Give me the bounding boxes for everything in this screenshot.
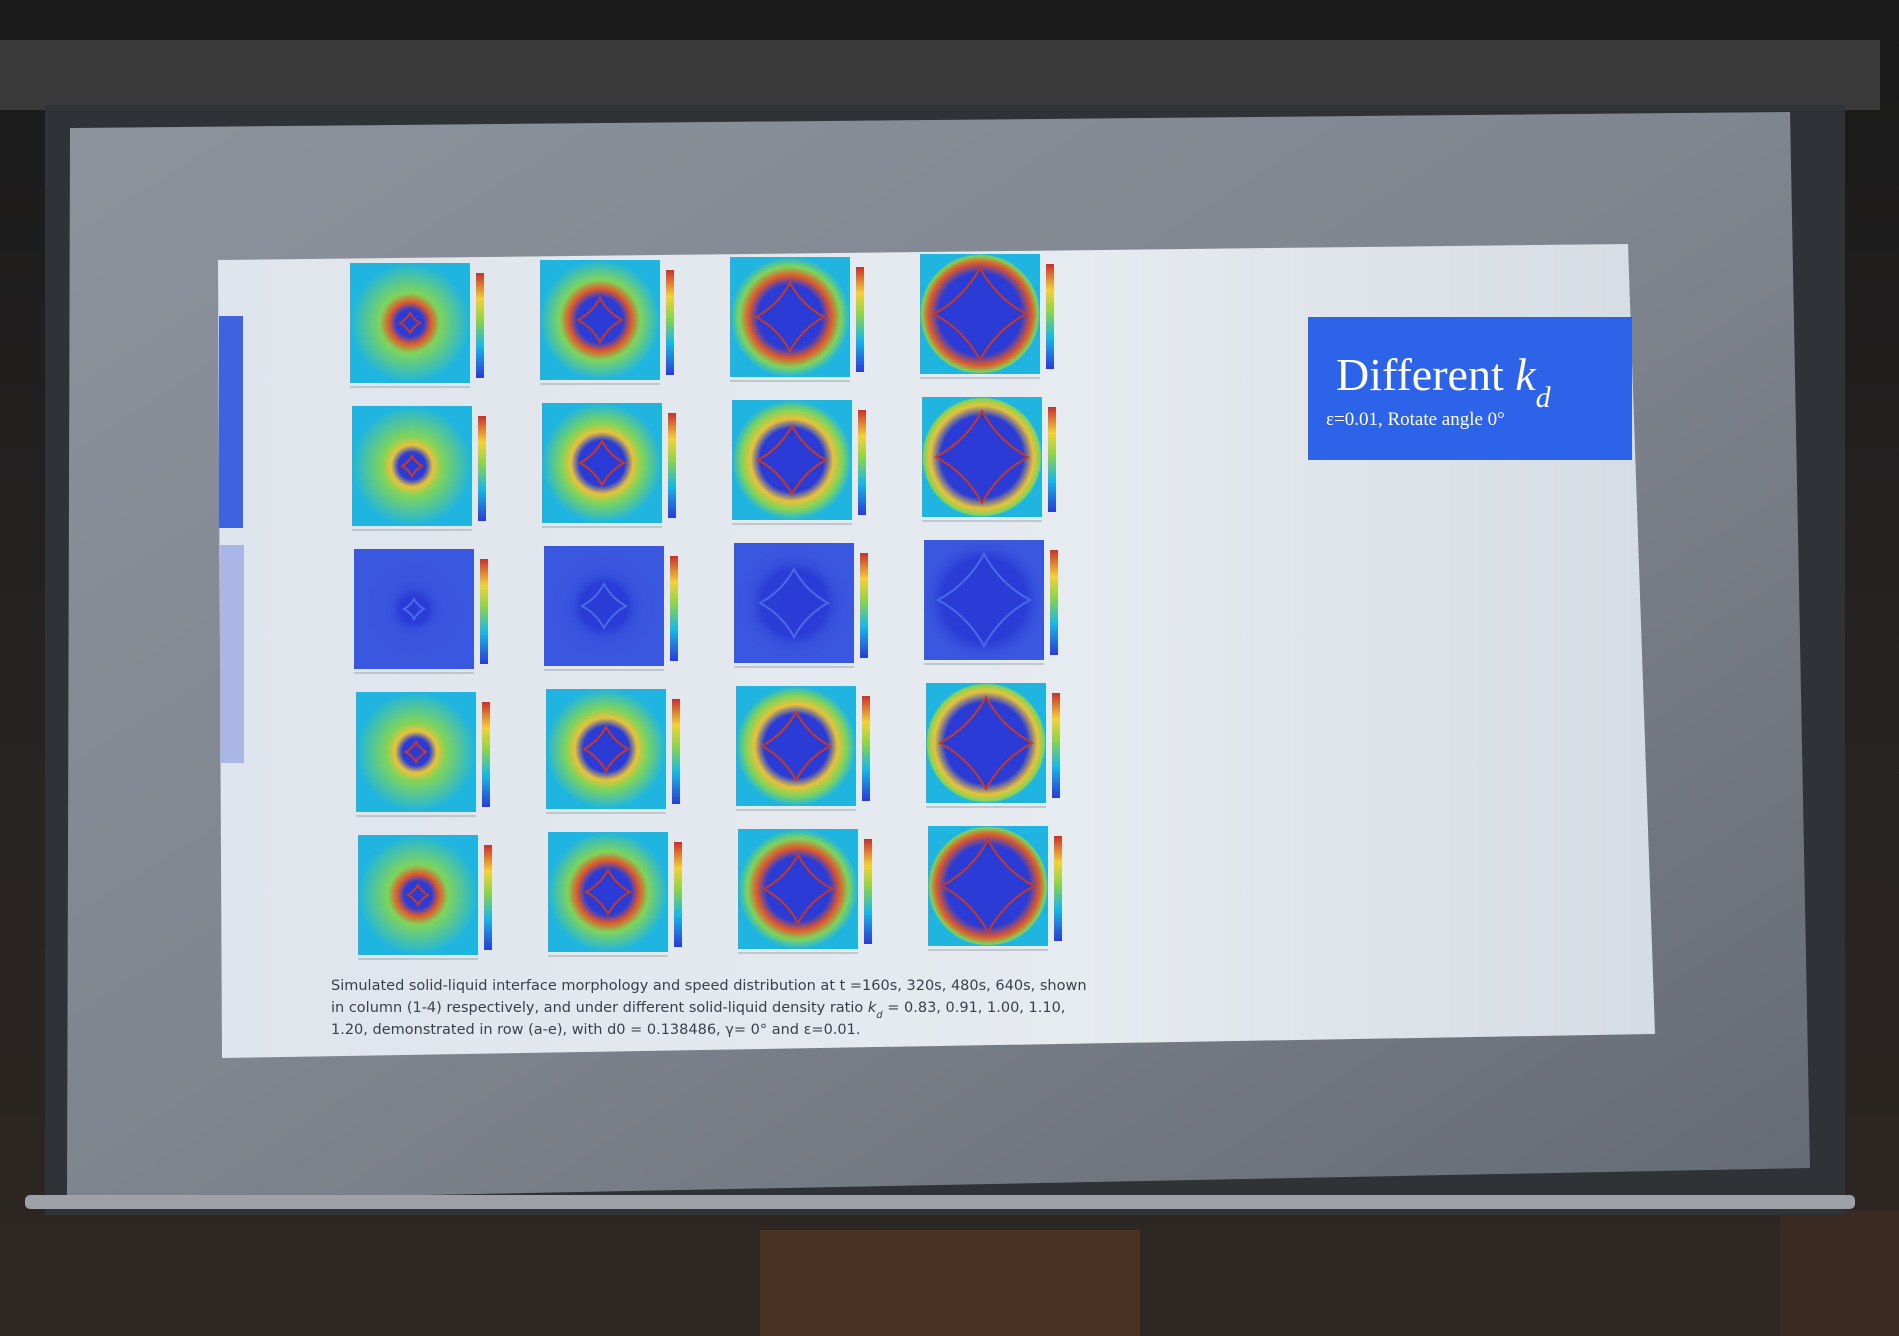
wall-panel <box>760 1230 1140 1336</box>
colorbar <box>860 553 868 658</box>
title-box <box>1308 317 1632 460</box>
dendrite <box>583 867 633 917</box>
colorbar <box>666 270 674 375</box>
dendrite <box>581 724 631 774</box>
title-word: Different <box>1336 349 1504 400</box>
colorbar <box>480 559 488 664</box>
dendrite <box>397 310 423 336</box>
dendrite <box>577 438 627 488</box>
colorbar <box>672 699 680 804</box>
side-accent <box>219 316 243 528</box>
slide-subtitle: ε=0.01, Rotate angle 0° <box>1326 409 1505 430</box>
colorbar <box>1050 550 1058 655</box>
dendrite <box>757 566 831 640</box>
dendrite <box>937 694 1035 792</box>
dendrite <box>399 453 425 479</box>
caption-line: 1.20, demonstrated in row (a-e), with d0… <box>331 1022 860 1038</box>
colorbar <box>478 416 486 521</box>
colorbar <box>670 556 678 661</box>
dendrite <box>575 295 625 345</box>
dendrite <box>759 709 833 783</box>
title-symbol: k <box>1515 349 1537 400</box>
colorbar <box>856 267 864 372</box>
caption-symbol: k <box>868 1000 877 1016</box>
side-accent <box>220 545 244 763</box>
dendrite <box>753 280 827 354</box>
colorbar <box>862 696 870 801</box>
figure-grid <box>350 254 1062 960</box>
colorbar <box>482 702 490 807</box>
wall-panel <box>1780 1210 1899 1336</box>
colorbar <box>668 413 676 518</box>
colorbar <box>476 273 484 378</box>
dendrite <box>939 837 1037 935</box>
caption-line: in column (1-4) respectively, and under … <box>331 1000 1065 1021</box>
dendrite <box>403 739 429 765</box>
dendrite <box>755 423 829 497</box>
dendrite <box>579 581 629 631</box>
colorbar <box>484 845 492 950</box>
dendrite <box>405 882 431 908</box>
dendrite <box>933 408 1031 506</box>
slide-title: Different kd <box>1336 349 1552 414</box>
colorbar <box>1048 407 1056 512</box>
caption-text: in column (1-4) respectively, and under … <box>331 1000 863 1016</box>
caption-line: Simulated solid-liquid interface morphol… <box>331 978 1087 994</box>
dendrite <box>931 265 1029 363</box>
colorbar <box>1052 693 1060 798</box>
colorbar <box>674 842 682 947</box>
dendrite <box>935 551 1033 649</box>
screen-housing <box>0 40 1880 110</box>
screen-bar <box>25 1195 1855 1209</box>
colorbar <box>858 410 866 515</box>
title-subscript: d <box>1536 381 1552 414</box>
colorbar <box>864 839 872 944</box>
dendrite <box>761 852 835 926</box>
colorbar <box>1046 264 1054 369</box>
colorbar <box>1054 836 1062 941</box>
caption-text: = 0.83, 0.91, 1.00, 1.10, <box>887 1000 1065 1016</box>
dendrite <box>401 596 427 622</box>
caption-subscript: d <box>876 1010 883 1021</box>
